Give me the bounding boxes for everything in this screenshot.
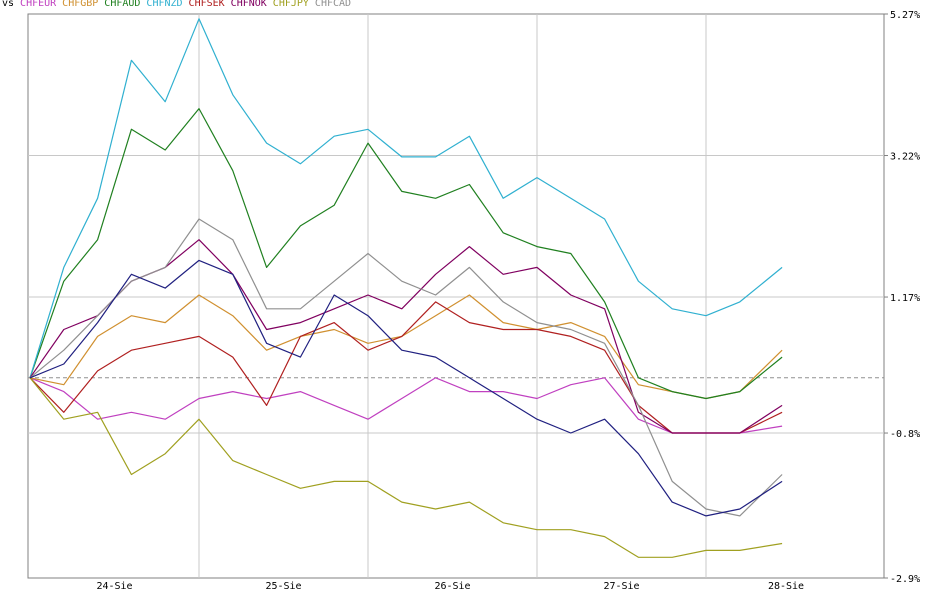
y-tick-label: -0.8% — [890, 429, 920, 440]
series-line-chfjpy[interactable] — [29, 377, 783, 558]
legend-item-chfcad[interactable]: CHFCAD — [314, 0, 352, 9]
x-tick-label: 25-Sie — [265, 581, 301, 592]
x-tick-label: 27-Sie — [603, 581, 639, 592]
series-line-chfsek[interactable] — [29, 301, 783, 434]
series-line-chfusd[interactable] — [29, 259, 783, 517]
series-line-chfnzd[interactable] — [29, 18, 783, 378]
x-tick-label: 28-Sie — [768, 581, 804, 592]
y-tick-label: 5.27% — [890, 10, 920, 21]
legend-item-chfsek[interactable]: CHFSEK — [188, 0, 225, 9]
legend: vs CHFEUR CHFGBP CHFAUD CHFNZD CHFSEK CHFNOK CH… — [2, 0, 357, 11]
legend-prefix: vs — [2, 0, 15, 9]
legend-item-chfaud[interactable]: CHFAUD — [104, 0, 141, 9]
legend-item-chfjpy[interactable]: CHFJPY — [272, 0, 309, 9]
series-line-chfaud[interactable] — [29, 107, 783, 400]
x-tick-label: 26-Sie — [434, 581, 470, 592]
series-line-chfgbp[interactable] — [29, 294, 783, 400]
y-tick-label: -2.9% — [890, 574, 920, 585]
legend-item-chfgbp[interactable]: CHFGBP — [62, 0, 99, 9]
y-tick-label: 1.17% — [890, 293, 920, 304]
legend-item-chfnok[interactable]: CHFNOK — [230, 0, 267, 9]
x-tick-label: 24-Sie — [96, 581, 132, 592]
plot-frame — [27, 13, 885, 579]
y-tick-label: 3.22% — [890, 152, 920, 163]
series-line-chfeur[interactable] — [29, 377, 783, 434]
series-line-chfnok[interactable] — [29, 239, 783, 434]
legend-item-chfnzd[interactable]: CHFNZD — [146, 0, 183, 9]
series-line-chfcad[interactable] — [29, 218, 783, 517]
legend-item-chfeur[interactable]: CHFEUR — [20, 0, 57, 9]
